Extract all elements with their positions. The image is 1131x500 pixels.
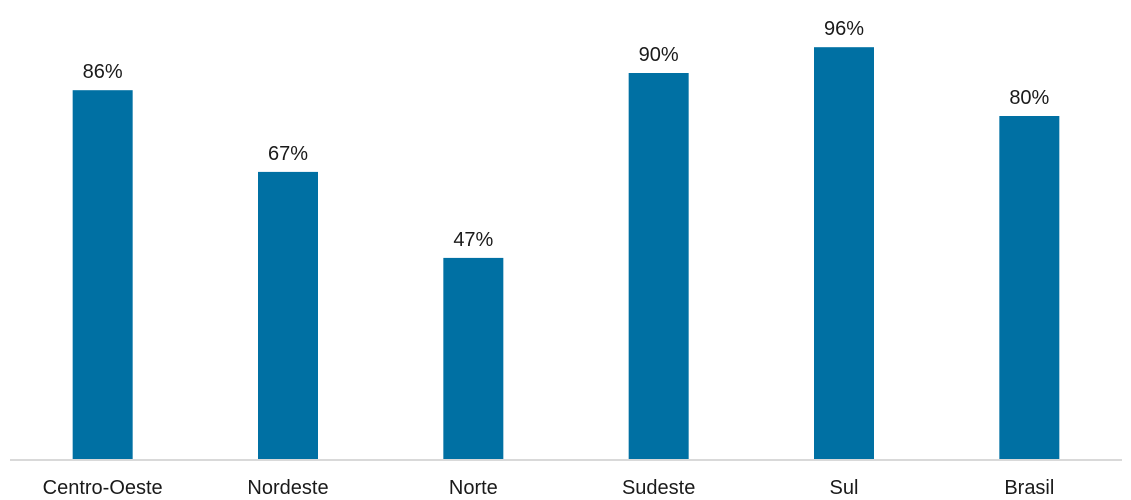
data-label-centro-oeste: 86% (83, 61, 123, 83)
data-label-nordeste: 67% (268, 143, 308, 165)
bar-brasil (999, 116, 1060, 460)
data-label-norte: 47% (453, 229, 493, 251)
data-label-brasil: 80% (1009, 87, 1049, 109)
bar-sudeste (628, 73, 689, 460)
bars-group (72, 47, 1060, 460)
x-tick-label-sudeste: Sudeste (622, 477, 695, 499)
bar-nordeste (258, 171, 318, 460)
x-tick-label-brasil: Brasil (1004, 477, 1054, 499)
x-tick-label-centro-oeste: Centro-Oeste (43, 477, 163, 499)
x-tick-label-sul: Sul (830, 477, 859, 499)
bar-sul (814, 47, 874, 460)
data-label-sudeste: 90% (639, 44, 679, 66)
bar-norte (443, 257, 504, 460)
data-label-sul: 96% (824, 18, 864, 40)
bar-centro-oeste (72, 90, 133, 460)
x-tick-label-norte: Norte (449, 477, 498, 499)
data-labels-group: 86% 67% 47% 90% 96% 80% (83, 18, 1050, 251)
x-tick-labels-group: Centro-Oeste Nordeste Norte Sudeste Sul Brasi… (43, 477, 1055, 499)
x-tick-label-nordeste: Nordeste (247, 477, 328, 499)
